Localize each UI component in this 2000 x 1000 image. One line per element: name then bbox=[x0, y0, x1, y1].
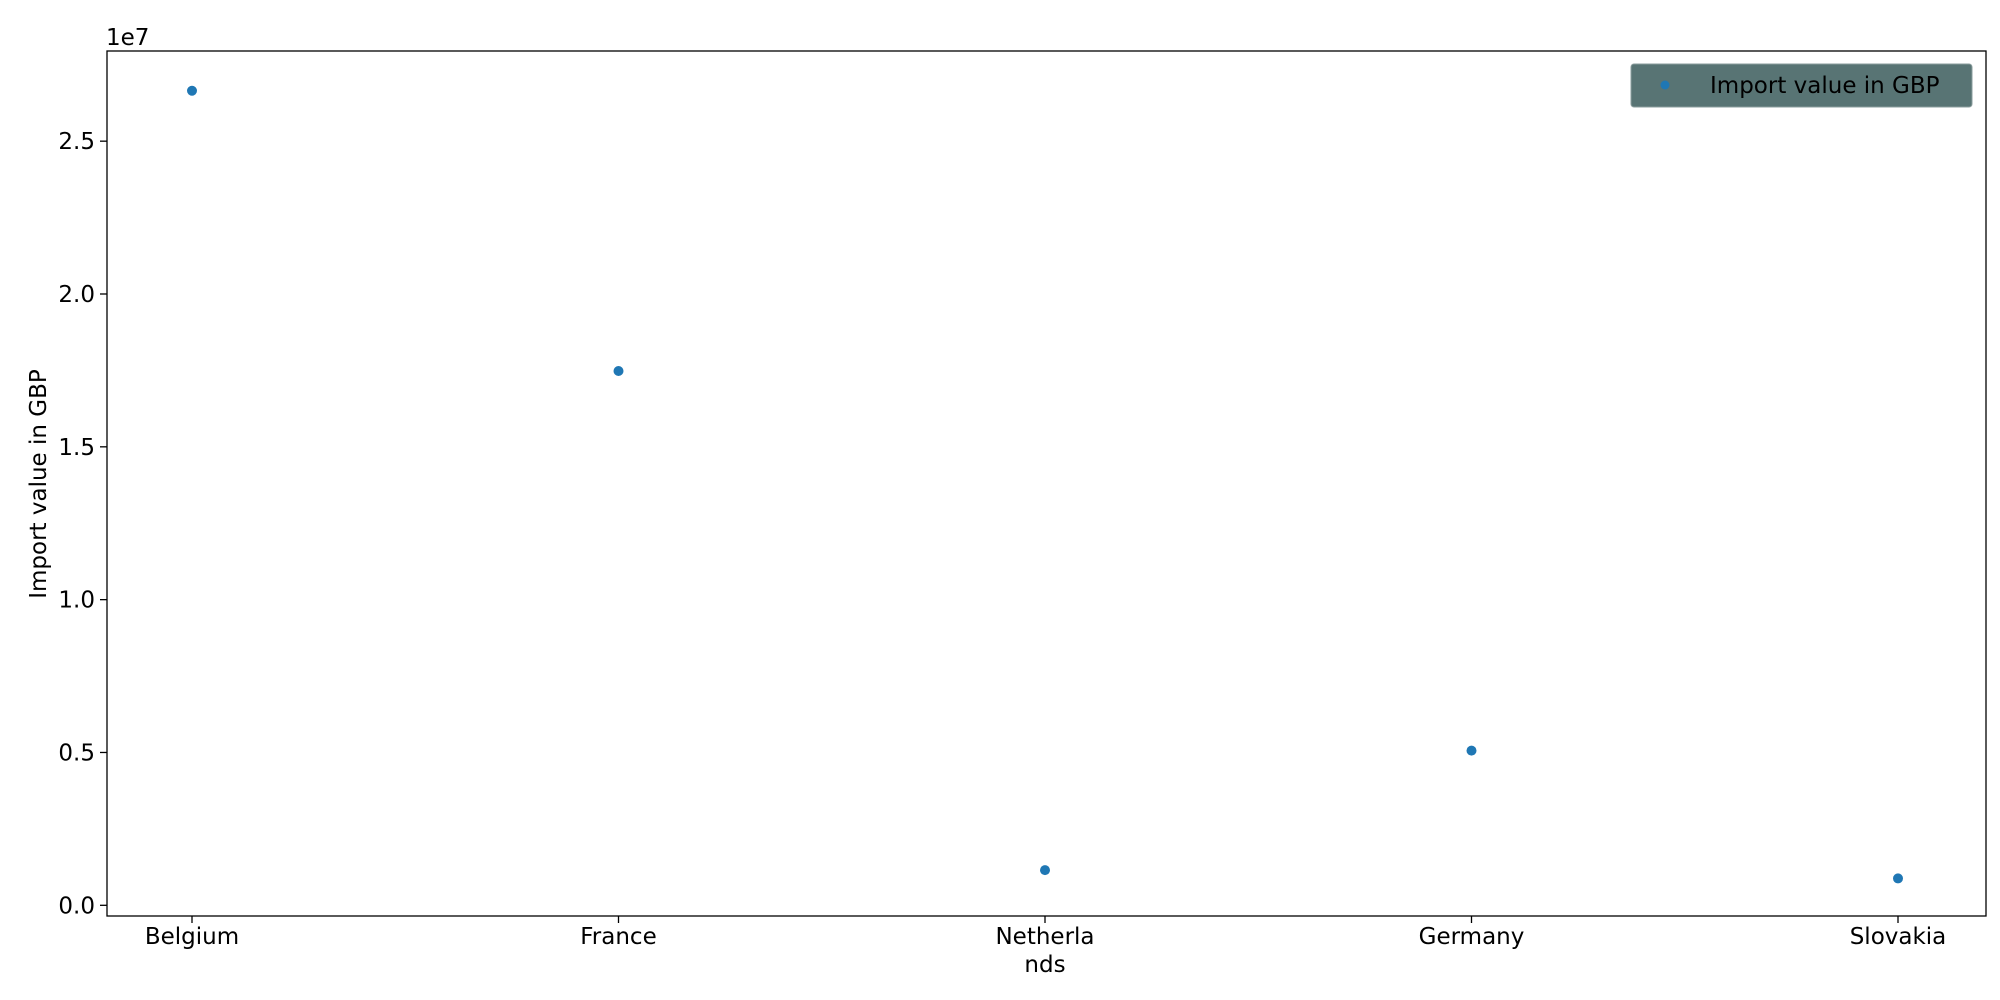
data-point bbox=[613, 366, 624, 377]
legend: Import value in GBP bbox=[1630, 63, 1973, 108]
data-point bbox=[1040, 865, 1050, 876]
x-tick-label: Germany bbox=[1419, 924, 1525, 950]
x-tick-label: Belgium bbox=[145, 924, 239, 950]
legend-label: Import value in GBP bbox=[1710, 73, 1940, 99]
x-tick-label: France bbox=[580, 924, 656, 950]
y-axis-multiplier: 1e7 bbox=[106, 25, 149, 51]
y-tick-label: 0.5 bbox=[58, 740, 95, 766]
y-tick-label: 2.5 bbox=[58, 129, 95, 155]
y-tick-label: 2.0 bbox=[58, 282, 95, 308]
y-axis: 0.0 0.5 1.0 1.5 2.0 2.5 bbox=[58, 129, 107, 919]
data-point bbox=[187, 85, 197, 96]
plot-frame bbox=[106, 50, 1987, 917]
data-series bbox=[187, 85, 1903, 884]
data-point bbox=[1893, 873, 1903, 884]
legend-marker bbox=[1660, 80, 1670, 90]
y-tick-label: 0.0 bbox=[58, 893, 95, 919]
y-tick-label: 1.5 bbox=[58, 435, 95, 461]
x-tick-label: Slovakia bbox=[1850, 924, 1947, 950]
x-tick-label: nds bbox=[1024, 952, 1065, 978]
legend-box bbox=[1630, 63, 1973, 108]
x-tick-label: Netherla bbox=[995, 924, 1094, 950]
data-point bbox=[1466, 745, 1477, 756]
y-axis-label: Import value in GBP bbox=[26, 369, 52, 599]
y-tick-label: 1.0 bbox=[58, 588, 95, 614]
